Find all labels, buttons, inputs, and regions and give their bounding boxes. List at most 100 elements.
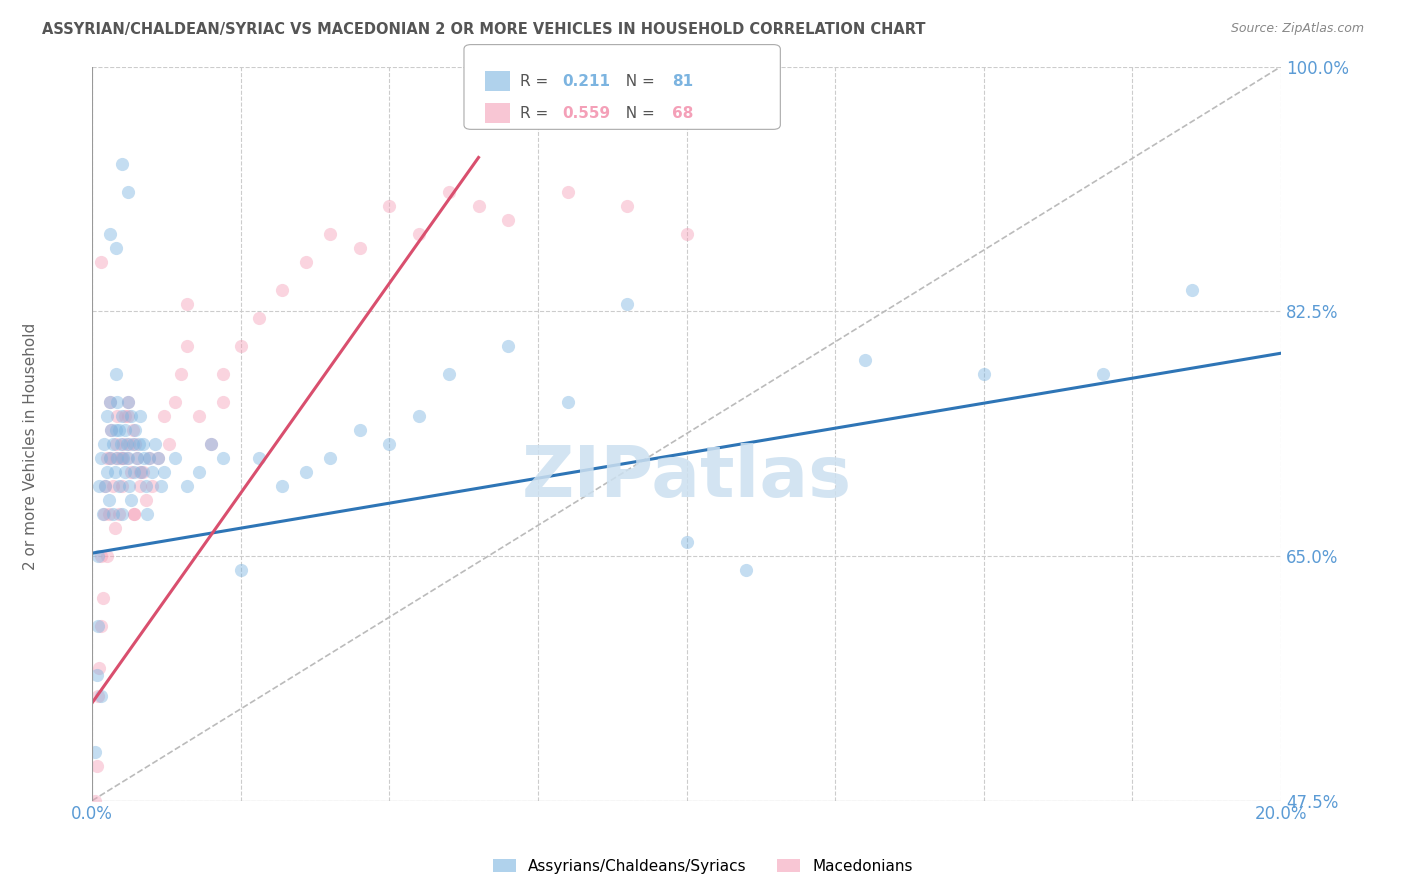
- Point: [212, 395, 235, 409]
- Point: [104, 521, 127, 535]
- Point: [120, 465, 142, 479]
- Point: [87, 619, 110, 633]
- Point: [170, 367, 193, 381]
- Point: [111, 157, 134, 171]
- Point: [111, 451, 134, 466]
- Point: [200, 437, 222, 451]
- Point: [135, 493, 157, 508]
- Point: [152, 409, 174, 424]
- Point: [105, 409, 128, 424]
- Point: [90, 549, 112, 563]
- Point: [94, 479, 117, 493]
- Point: [135, 479, 157, 493]
- Point: [378, 437, 401, 451]
- Point: [111, 479, 134, 493]
- Point: [128, 465, 150, 479]
- Point: [247, 311, 270, 326]
- Point: [96, 465, 118, 479]
- Point: [122, 507, 145, 521]
- Point: [117, 395, 139, 409]
- Point: [120, 409, 142, 424]
- Point: [104, 241, 127, 255]
- Point: [90, 255, 112, 269]
- Point: [212, 367, 235, 381]
- Point: [97, 507, 120, 521]
- Point: [93, 437, 115, 451]
- Point: [853, 353, 876, 368]
- Point: [176, 479, 198, 493]
- Point: [98, 395, 121, 409]
- Point: [87, 549, 110, 563]
- Point: [114, 465, 136, 479]
- Point: [138, 451, 160, 466]
- Point: [557, 186, 579, 200]
- Point: [111, 409, 134, 424]
- Point: [295, 255, 318, 269]
- Point: [200, 437, 222, 451]
- Point: [104, 451, 127, 466]
- Point: [152, 465, 174, 479]
- Point: [378, 199, 401, 213]
- Point: [616, 199, 638, 213]
- Point: [165, 451, 187, 466]
- Point: [100, 423, 122, 437]
- Point: [121, 423, 143, 437]
- Point: [108, 423, 131, 437]
- Point: [408, 409, 430, 424]
- Point: [91, 507, 114, 521]
- Point: [114, 423, 136, 437]
- Point: [86, 758, 108, 772]
- Point: [84, 745, 107, 759]
- Point: [408, 227, 430, 242]
- Point: [131, 465, 153, 479]
- Point: [118, 437, 141, 451]
- Point: [319, 227, 342, 242]
- Point: [91, 591, 114, 605]
- Point: [96, 409, 118, 424]
- Text: 0.559: 0.559: [562, 106, 610, 120]
- Text: Source: ZipAtlas.com: Source: ZipAtlas.com: [1230, 22, 1364, 36]
- Point: [176, 297, 198, 311]
- Point: [165, 395, 187, 409]
- Point: [135, 507, 157, 521]
- Point: [138, 451, 160, 466]
- Text: 81: 81: [672, 74, 693, 88]
- Point: [128, 479, 150, 493]
- Text: ASSYRIAN/CHALDEAN/SYRIAC VS MACEDONIAN 2 OR MORE VEHICLES IN HOUSEHOLD CORRELATI: ASSYRIAN/CHALDEAN/SYRIAC VS MACEDONIAN 2…: [42, 22, 925, 37]
- Point: [104, 367, 127, 381]
- Point: [319, 451, 342, 466]
- Point: [247, 451, 270, 466]
- Point: [112, 451, 135, 466]
- Point: [271, 283, 294, 297]
- Point: [149, 479, 172, 493]
- Point: [557, 395, 579, 409]
- Point: [90, 689, 112, 703]
- Point: [122, 465, 145, 479]
- Point: [129, 465, 152, 479]
- Point: [735, 563, 758, 577]
- Point: [118, 479, 141, 493]
- Point: [98, 451, 121, 466]
- Text: R =: R =: [520, 74, 554, 88]
- Point: [143, 437, 166, 451]
- Point: [98, 227, 121, 242]
- Point: [87, 689, 110, 703]
- Point: [212, 451, 235, 466]
- Point: [188, 465, 211, 479]
- Point: [131, 437, 153, 451]
- Point: [124, 423, 146, 437]
- Text: N =: N =: [616, 106, 659, 120]
- Point: [115, 437, 138, 451]
- Legend: Assyrians/Chaldeans/Syriacs, Macedonians: Assyrians/Chaldeans/Syriacs, Macedonians: [486, 853, 920, 880]
- Point: [101, 479, 124, 493]
- Point: [973, 367, 995, 381]
- Point: [86, 667, 108, 681]
- Point: [496, 213, 519, 227]
- Point: [134, 451, 156, 466]
- Point: [146, 451, 169, 466]
- Point: [114, 409, 136, 424]
- Point: [117, 451, 139, 466]
- Point: [128, 409, 150, 424]
- Point: [125, 451, 148, 466]
- Point: [117, 395, 139, 409]
